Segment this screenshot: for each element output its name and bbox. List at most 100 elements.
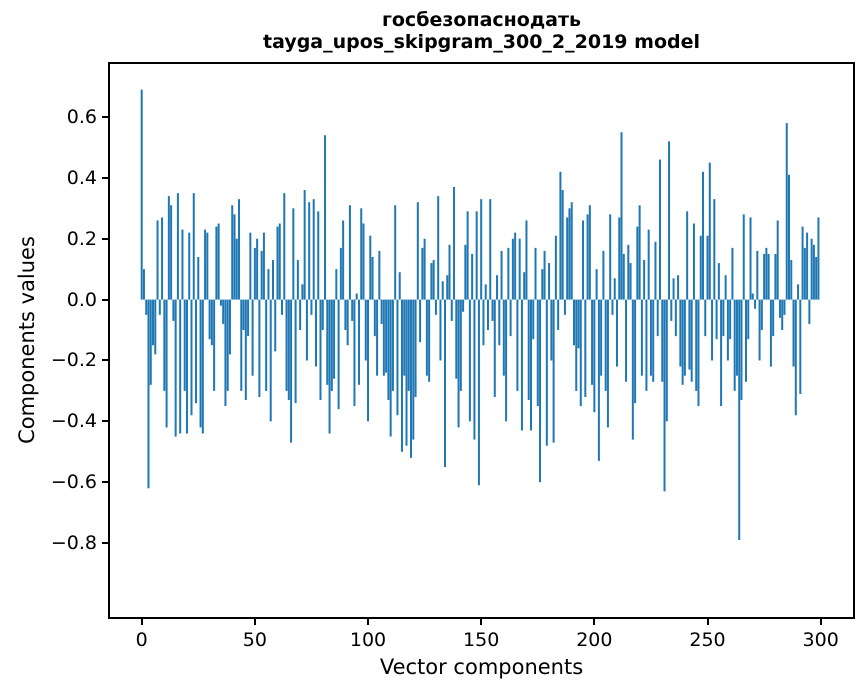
bar xyxy=(591,299,594,385)
bar xyxy=(174,299,177,437)
bar xyxy=(674,299,677,337)
bar xyxy=(287,299,290,401)
bar xyxy=(441,281,444,300)
bar xyxy=(204,229,207,300)
bar xyxy=(215,226,218,300)
bar xyxy=(267,269,270,300)
bar xyxy=(312,199,315,300)
bar xyxy=(468,299,471,422)
bar xyxy=(491,299,494,321)
bar xyxy=(172,299,175,321)
bar xyxy=(421,247,424,300)
bar xyxy=(548,263,551,300)
bar xyxy=(183,299,186,391)
bar xyxy=(324,135,327,300)
bar xyxy=(500,250,503,300)
bar xyxy=(683,299,686,376)
bar xyxy=(688,299,691,370)
bar xyxy=(378,250,381,300)
bar xyxy=(536,299,539,407)
bar xyxy=(364,299,367,361)
bar xyxy=(636,226,639,300)
bar xyxy=(794,299,797,416)
bar xyxy=(448,244,451,300)
bar xyxy=(663,299,666,492)
bar xyxy=(389,299,392,437)
x-tick-mark xyxy=(819,619,822,625)
bar xyxy=(328,299,331,434)
bar-plot xyxy=(140,89,820,541)
bar xyxy=(233,214,236,300)
x-tick-label: 50 xyxy=(242,629,267,651)
bar xyxy=(466,211,469,300)
bar xyxy=(654,241,657,300)
bar xyxy=(369,235,372,300)
y-tick-label: −0.8 xyxy=(50,532,97,555)
bar xyxy=(815,256,818,300)
bar xyxy=(387,299,390,401)
bar xyxy=(808,299,811,324)
bar xyxy=(577,299,580,349)
bar xyxy=(790,260,793,300)
bar xyxy=(423,238,426,300)
bar xyxy=(477,299,480,486)
bar xyxy=(597,299,600,461)
bar xyxy=(292,208,295,300)
x-tick-label: 250 xyxy=(689,629,726,651)
bar xyxy=(400,299,403,452)
bar xyxy=(545,299,548,446)
bar xyxy=(396,299,399,416)
y-tick-mark xyxy=(102,420,108,423)
x-tick-mark xyxy=(593,619,596,625)
bar xyxy=(695,299,698,391)
x-tick-mark xyxy=(253,619,256,625)
bar xyxy=(498,299,501,346)
bar xyxy=(482,299,485,346)
bar xyxy=(301,284,304,300)
bar xyxy=(179,299,182,434)
bar xyxy=(783,299,786,315)
bar xyxy=(344,299,347,331)
x-tick-label: 200 xyxy=(576,629,613,651)
chart-title-model: tayga_upos_skipgram_300_2_2019 model xyxy=(263,31,700,53)
bar xyxy=(319,299,322,401)
bar xyxy=(810,238,813,300)
bar xyxy=(274,299,277,352)
bar xyxy=(428,299,431,382)
bar xyxy=(394,205,397,300)
bar xyxy=(507,247,510,300)
bar xyxy=(638,205,641,300)
y-tick-mark xyxy=(102,115,108,118)
bar xyxy=(290,299,293,443)
bar xyxy=(702,171,704,300)
bar xyxy=(391,299,394,391)
bar xyxy=(606,299,609,428)
bar xyxy=(269,299,272,422)
bar xyxy=(726,299,729,361)
bar xyxy=(602,250,605,300)
chart-title-word: госбезопаснодать xyxy=(381,9,582,31)
bar xyxy=(251,299,254,376)
x-tick-mark xyxy=(140,619,143,625)
bar xyxy=(258,299,261,397)
bar xyxy=(190,299,193,416)
bar xyxy=(742,214,745,300)
bar xyxy=(185,299,188,434)
bar xyxy=(586,214,589,300)
bar xyxy=(296,260,299,300)
bar xyxy=(692,223,695,300)
bar xyxy=(299,299,302,331)
x-tick-label: 100 xyxy=(349,629,387,651)
x-tick-label: 150 xyxy=(463,629,500,651)
bar xyxy=(681,299,684,385)
bar xyxy=(518,238,521,300)
bar xyxy=(380,299,383,324)
bar xyxy=(326,299,329,385)
bar xyxy=(208,299,211,340)
bar xyxy=(385,299,388,373)
bar xyxy=(740,299,743,401)
bar xyxy=(412,299,415,440)
y-axis-label: Components values xyxy=(15,236,39,444)
x-tick-mark xyxy=(367,619,370,625)
bar xyxy=(308,202,311,300)
